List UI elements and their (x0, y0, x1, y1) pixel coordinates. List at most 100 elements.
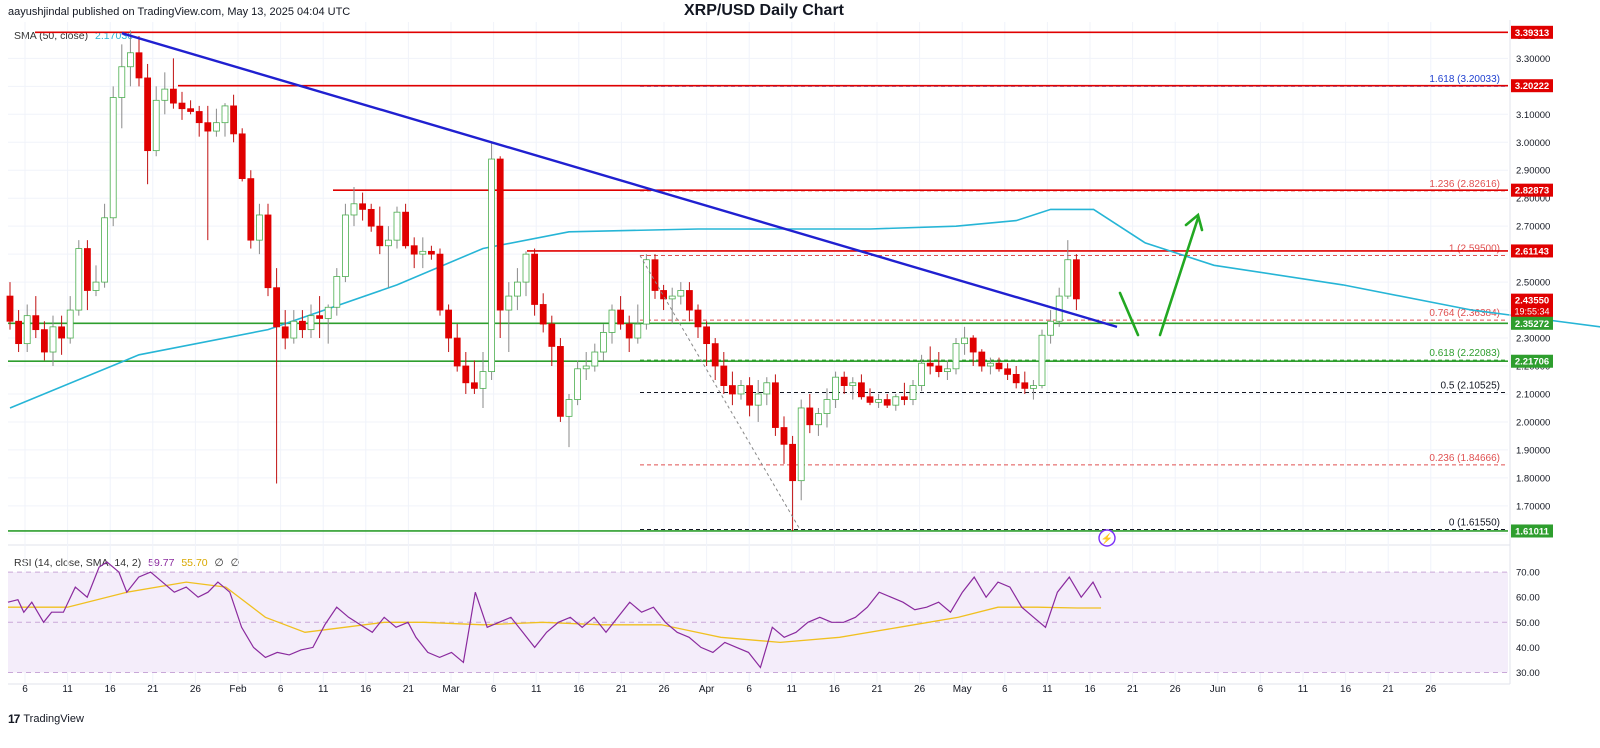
x-tick-label: 16 (1084, 684, 1096, 695)
candle-body (565, 399, 573, 417)
candle-body (462, 365, 470, 384)
x-tick-label: 11 (62, 684, 73, 695)
candle-body (668, 295, 676, 300)
rsi-legend[interactable]: RSI (14, close, SMA, 14, 2) 59.77 55.70 … (14, 557, 240, 569)
candle-body (221, 105, 229, 124)
candle-body (1047, 320, 1054, 336)
price-label: 2.21706 (1515, 357, 1549, 368)
candle-body (101, 217, 108, 283)
footer-brand[interactable]: 17 TradingView (8, 712, 84, 726)
candle-body (92, 281, 100, 291)
x-tick-label: Mar (442, 684, 460, 695)
price-label-box (1511, 293, 1553, 318)
candle-body (281, 326, 289, 339)
candle-body (393, 211, 401, 241)
candle-body (634, 323, 642, 339)
sma-line (9, 208, 1600, 409)
x-tick-label: May (953, 684, 972, 695)
candle-body (909, 385, 917, 400)
fib-label: 0.5 (2.10525) (1441, 381, 1501, 392)
candle-body (127, 52, 134, 68)
x-tick-label: 6 (278, 684, 284, 695)
candle-body (797, 407, 805, 482)
x-tick-label: 16 (360, 684, 372, 695)
candle-body (376, 225, 384, 247)
y-tick-label: 3.30000 (1516, 54, 1550, 65)
candle-body (15, 320, 23, 345)
candle-body (144, 77, 152, 152)
candle-body (264, 214, 272, 289)
candle-body (531, 253, 538, 305)
candle-body (152, 99, 160, 152)
candle-body (84, 248, 91, 291)
rsi-tick-label: 60.00 (1516, 593, 1540, 604)
candle-body (608, 309, 616, 333)
y-tick-label: 3.00000 (1516, 138, 1550, 149)
candle-body (1012, 373, 1020, 384)
price-label: 2.35272 (1515, 319, 1549, 330)
candle-body (178, 102, 186, 110)
price-label-box (1511, 524, 1553, 538)
x-tick-label: 21 (147, 684, 159, 695)
candle-body (694, 309, 702, 328)
candles (6, 30, 1600, 532)
y-tick-label: 2.00000 (1516, 417, 1550, 428)
rsi-legend-value: 59.77 (148, 557, 175, 569)
candle-body (823, 399, 831, 414)
x-tick-label: Feb (229, 684, 247, 695)
candle-body (677, 290, 685, 297)
candle-body (806, 407, 814, 426)
candle-body (849, 382, 857, 386)
x-tick-label: 16 (1340, 684, 1352, 695)
candle-body (135, 52, 143, 79)
price-label-box (1511, 316, 1553, 330)
candle-body (883, 399, 891, 406)
x-tick-label: 26 (190, 684, 202, 695)
candle-body (987, 362, 994, 367)
candle-body (1021, 382, 1029, 389)
x-tick-label: 16 (829, 684, 841, 695)
candle-body (316, 315, 324, 319)
candle-body (204, 122, 212, 132)
candle-body (514, 281, 521, 297)
candle-body (643, 259, 650, 325)
candle-body (574, 368, 581, 400)
price-label: 2.61143 (1515, 246, 1549, 257)
price-chart[interactable]: 1.618 (3.20033) 1.236 (2.82616) 1 (2.59500… (0, 0, 1600, 710)
x-tick-label: Jun (1210, 684, 1226, 695)
x-tick-label: 26 (1170, 684, 1182, 695)
tradingview-logo-icon: 17 (8, 712, 20, 726)
price-label: 3.20222 (1515, 81, 1549, 92)
fib-anchor-line (639, 255, 801, 530)
x-tick-label: 11 (531, 684, 542, 695)
candle-body (892, 396, 900, 406)
fib-label: 0.236 (1.84666) (1429, 453, 1500, 464)
price-label: 2.43550 (1515, 296, 1549, 307)
horizontal-levels (8, 31, 1508, 532)
x-tick-label: 16 (573, 684, 585, 695)
candle-body (711, 343, 719, 367)
candle-body (591, 351, 599, 367)
candle-body (324, 306, 332, 319)
candle-body (720, 365, 728, 386)
candle-body (1030, 385, 1037, 389)
candle-body (832, 376, 839, 400)
candle-body (600, 332, 607, 353)
candle-body (686, 290, 693, 311)
candle-body (1073, 259, 1080, 300)
candle-body (961, 337, 968, 345)
breakout-arrow (1158, 216, 1200, 337)
fib-label: 1 (2.59500) (1449, 244, 1500, 255)
candle-body (772, 382, 779, 428)
price-label: 3.39313 (1515, 28, 1549, 39)
rsi-legend-extra2: ∅ (230, 557, 240, 569)
candle-body (49, 326, 57, 353)
x-tick-label: 26 (914, 684, 926, 695)
candle-body (6, 295, 14, 322)
candle-body (255, 214, 263, 241)
price-label-box (1511, 25, 1553, 39)
candle-body (290, 320, 298, 339)
x-tick-label: 6 (491, 684, 497, 695)
rsi-tick-label: 40.00 (1516, 643, 1540, 654)
pullback-arrow (1118, 291, 1140, 337)
